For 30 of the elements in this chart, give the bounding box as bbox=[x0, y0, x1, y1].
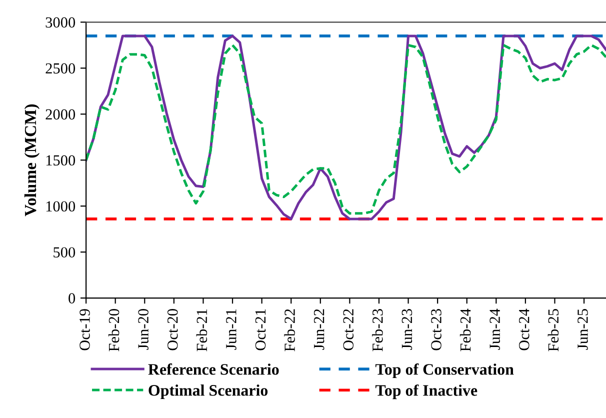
legend-label: Optimal Scenario bbox=[148, 384, 268, 400]
x-tick-label: Feb-21 bbox=[196, 309, 208, 352]
y-tick-label: 1000 bbox=[46, 201, 76, 212]
legend-label: Reference Scenario bbox=[148, 363, 279, 375]
x-tick-label: Jun-25 bbox=[578, 309, 588, 350]
y-tick-label: 0 bbox=[68, 293, 76, 304]
y-tick-label: 2000 bbox=[46, 109, 76, 120]
x-tick-label: Jun-22 bbox=[314, 309, 324, 350]
legend-label: Top of Conservation bbox=[375, 363, 514, 378]
x-tick-label: Oct-23 bbox=[431, 309, 442, 350]
y-tick-label: 2500 bbox=[46, 63, 76, 74]
x-tick-label: Oct-24 bbox=[519, 308, 530, 350]
x-tick-label: Oct-20 bbox=[167, 309, 178, 350]
x-tick-label: Jun-21 bbox=[226, 309, 236, 350]
x-tick-label: Oct-19 bbox=[80, 309, 90, 350]
y-axis-title: Volume (MCM) bbox=[24, 104, 40, 216]
x-tick-label: Oct-22 bbox=[343, 309, 354, 350]
x-tick-label: Feb-24 bbox=[460, 308, 471, 352]
y-tick-label: 500 bbox=[54, 247, 76, 258]
x-tick-label: Feb-25 bbox=[548, 309, 559, 352]
x-tick-label: Jun-24 bbox=[490, 308, 500, 350]
x-tick-label: Feb-23 bbox=[372, 309, 383, 352]
x-tick-label: Jun-20 bbox=[138, 309, 148, 350]
x-tick-label: Feb-20 bbox=[108, 309, 120, 352]
x-tick-label: Jun-23 bbox=[402, 309, 412, 350]
x-tick-label: Oct-21 bbox=[255, 309, 266, 350]
legend-label: Top of Inactive bbox=[375, 384, 478, 400]
x-tick-label: Feb-22 bbox=[284, 309, 295, 352]
y-tick-label: 3000 bbox=[46, 17, 76, 28]
y-tick-label: 1500 bbox=[46, 155, 76, 166]
